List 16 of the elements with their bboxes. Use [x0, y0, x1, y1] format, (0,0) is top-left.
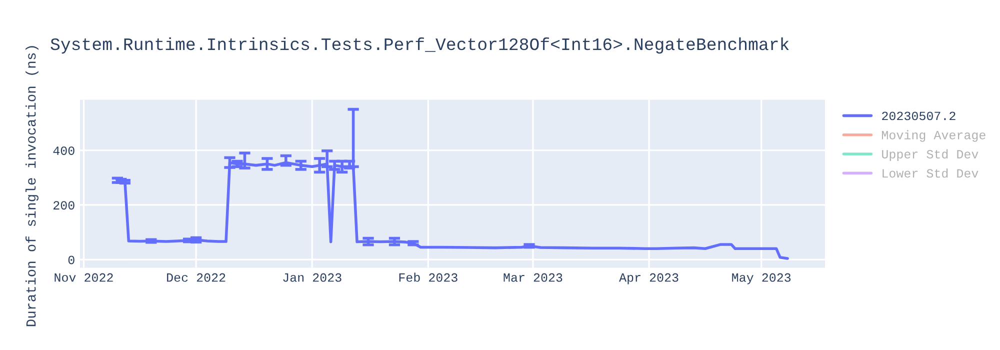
x-tick-label: May 2023 [732, 273, 791, 284]
x-tick-label: Apr 2023 [619, 273, 678, 284]
x-tick-label: Mar 2023 [504, 273, 562, 282]
y-axis-title: Duration of single invocation (ns) [26, 46, 38, 326]
legend-label: Lower Std Dev [882, 168, 978, 178]
legend-label: Upper Std Dev [882, 149, 978, 161]
y-tick-label: 0 [68, 256, 74, 264]
x-tick-label: Jan 2023 [283, 273, 342, 282]
x-tick-label: Feb 2023 [399, 272, 458, 282]
x-tick-label: Dec 2022 [167, 273, 226, 282]
legend-label: Moving Average [882, 130, 986, 142]
legend-label: 20230507.2 [882, 112, 956, 120]
y-tick-label: 400 [53, 146, 74, 155]
y-tick-label: 200 [54, 201, 74, 210]
x-tick-label: Nov 2022 [54, 273, 113, 282]
chart-title: System.Runtime.Intrinsics.Tests.Perf_Vector128Of<Int16>.NegateBenchmark [50, 37, 789, 54]
